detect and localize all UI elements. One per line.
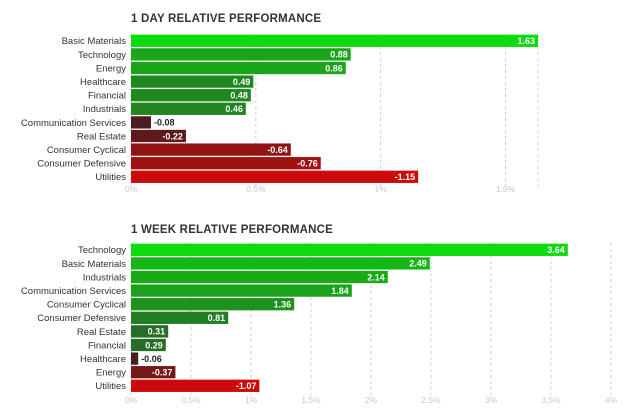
- bar: [131, 170, 419, 183]
- chart-1-day: 0% 0.5% 1% 1.5% Basic Materials 1.63 Technolog…: [21, 34, 539, 194]
- x-tick-label: 0.5%: [181, 395, 201, 405]
- value-label: 1.84: [331, 286, 349, 296]
- x-tick-label: 4%: [605, 395, 618, 405]
- value-label: 0.46: [225, 104, 243, 114]
- x-tick-label: 1.5%: [496, 184, 516, 194]
- category-label: Industrials: [83, 272, 127, 283]
- bar: [131, 270, 388, 284]
- category-label: Basic Materials: [62, 36, 127, 47]
- bar: [131, 75, 254, 88]
- value-label: 0.48: [230, 91, 248, 101]
- category-label: Technology: [78, 50, 126, 61]
- category-label: Basic Materials: [62, 259, 127, 270]
- category-label: Consumer Defensive: [37, 313, 126, 324]
- value-label: 0.88: [330, 50, 348, 60]
- value-label: 2.14: [367, 272, 385, 282]
- x-tick-label: 0.5%: [246, 184, 266, 194]
- category-label: Financial: [88, 91, 126, 102]
- value-label: 0.29: [145, 340, 163, 350]
- category-label: Consumer Defensive: [37, 159, 126, 170]
- category-label: Healthcare: [80, 77, 126, 88]
- category-label: Communication Services: [21, 286, 126, 297]
- x-tick-label: 1%: [245, 395, 258, 405]
- value-label: -0.06: [141, 354, 162, 364]
- value-label: 1.63: [517, 36, 535, 46]
- value-label: 0.49: [233, 77, 251, 87]
- category-label: Utilities: [95, 172, 126, 183]
- bar: [131, 48, 351, 61]
- bar: [131, 257, 430, 270]
- x-tick-label: 2.5%: [421, 395, 441, 405]
- x-tick-label: 3%: [485, 395, 498, 405]
- chart-title-1-day: 1 DAY RELATIVE PERFORMANCE: [131, 13, 322, 25]
- category-label: Consumer Cyclical: [47, 145, 126, 156]
- value-label: -1.15: [395, 172, 416, 182]
- category-label: Energy: [96, 63, 126, 74]
- bar: [131, 61, 346, 75]
- value-label: -1.07: [236, 381, 257, 391]
- x-tick-label: 1.5%: [301, 395, 321, 405]
- value-label: -0.37: [152, 368, 173, 378]
- x-tick-label: 1%: [375, 184, 388, 194]
- bar: [131, 116, 151, 129]
- value-label: 1.36: [274, 300, 292, 310]
- x-tick-label: 2%: [365, 395, 378, 405]
- bar: [131, 102, 246, 115]
- bar: [131, 143, 291, 156]
- category-label: Real Estate: [77, 327, 126, 338]
- bar: [131, 34, 538, 47]
- x-tick-label: 3.5%: [541, 395, 561, 405]
- category-label: Communication Services: [21, 118, 126, 129]
- value-label: 0.81: [208, 313, 226, 323]
- category-label: Energy: [96, 368, 126, 379]
- value-label: 0.86: [325, 63, 343, 73]
- value-label: 2.49: [409, 259, 427, 269]
- value-label: -0.22: [162, 131, 183, 141]
- category-label: Real Estate: [77, 131, 126, 142]
- value-label: 0.31: [148, 327, 166, 337]
- category-label: Consumer Cyclical: [47, 300, 126, 311]
- chart-1-content: 0% 0.5% 1% 1.5% 2% 2.5% 3% 3.5% 4% Technology 3.64…: [21, 243, 618, 405]
- chart-title-1-week: 1 WEEK RELATIVE PERFORMANCE: [131, 224, 333, 236]
- category-label: Financial: [88, 340, 126, 351]
- bar: [131, 284, 352, 297]
- bar: [131, 366, 176, 379]
- value-label: -0.08: [154, 118, 175, 128]
- value-label: 3.64: [547, 245, 565, 255]
- chart-0-content: 0% 0.5% 1% 1.5% Basic Materials 1.63 Technolog…: [21, 34, 539, 194]
- bar: [131, 338, 166, 352]
- bar: [131, 379, 260, 392]
- category-label: Technology: [78, 245, 126, 256]
- bar: [131, 129, 186, 143]
- category-label: Healthcare: [80, 354, 126, 365]
- bar: [131, 311, 229, 324]
- x-tick-label: 0%: [125, 184, 138, 194]
- bar: [131, 243, 568, 256]
- bar: [131, 298, 295, 311]
- bar: [131, 157, 321, 170]
- category-label: Utilities: [95, 381, 126, 392]
- value-label: -0.76: [297, 159, 318, 169]
- x-tick-label: 0%: [125, 395, 138, 405]
- bar: [131, 352, 139, 365]
- bar: [131, 325, 169, 338]
- category-label: Industrials: [83, 104, 127, 115]
- bar: [131, 89, 251, 102]
- value-label: -0.64: [267, 145, 288, 155]
